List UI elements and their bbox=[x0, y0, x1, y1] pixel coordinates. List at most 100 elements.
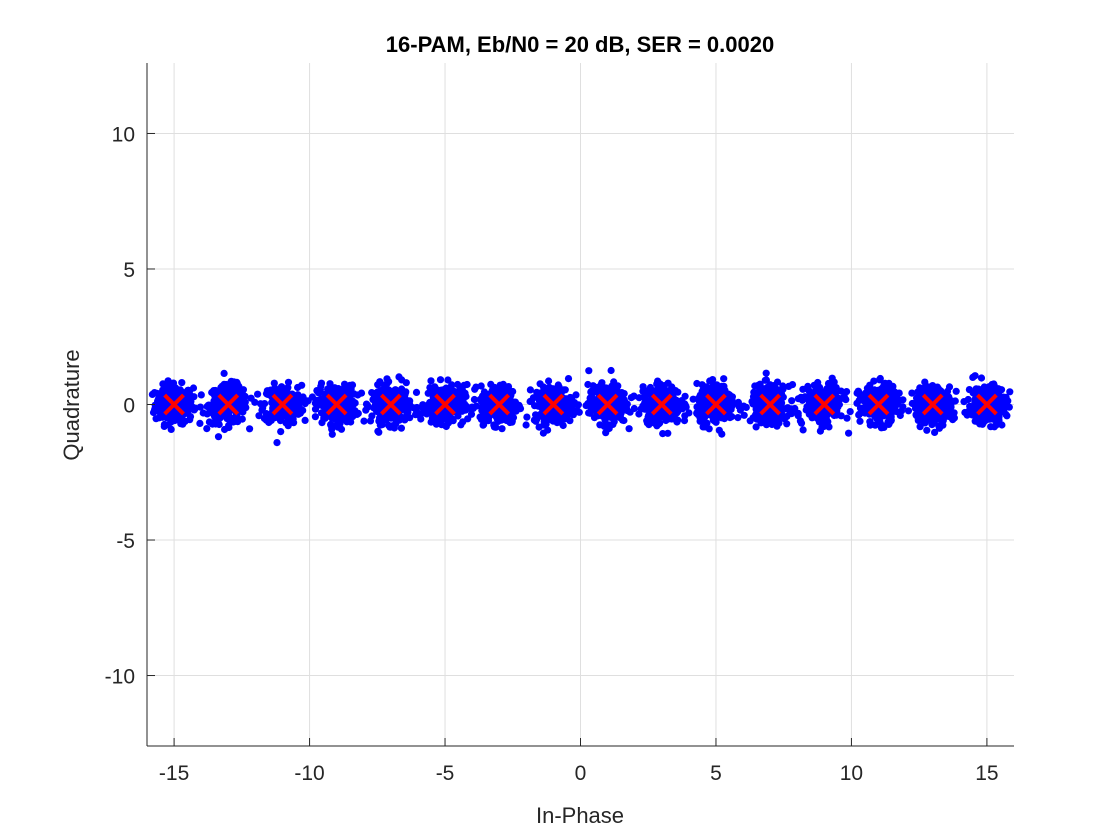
received-symbol-point bbox=[483, 416, 491, 424]
received-symbol-point bbox=[360, 417, 368, 425]
received-symbol-point bbox=[554, 381, 562, 389]
received-symbol-point bbox=[466, 404, 474, 412]
reference-point-marker bbox=[434, 393, 456, 416]
received-symbol-point bbox=[496, 384, 504, 392]
received-symbol-point bbox=[332, 386, 340, 394]
received-symbol-point bbox=[846, 408, 854, 416]
received-symbol-point bbox=[375, 428, 383, 436]
received-symbol-point bbox=[810, 413, 818, 421]
received-symbol-point bbox=[845, 429, 853, 437]
received-symbol-point bbox=[536, 380, 544, 388]
received-symbol-point bbox=[526, 386, 535, 394]
received-symbol-point bbox=[430, 388, 438, 396]
reference-point-marker bbox=[325, 393, 348, 416]
received-symbol-point bbox=[865, 399, 873, 407]
received-symbol-point bbox=[368, 412, 376, 420]
received-symbol-point bbox=[227, 385, 235, 393]
x-tick-label: 5 bbox=[710, 762, 722, 785]
received-symbol-point bbox=[166, 414, 174, 422]
received-symbol-point bbox=[397, 424, 405, 432]
received-symbol-point bbox=[693, 409, 701, 417]
received-symbol-point bbox=[554, 418, 562, 426]
received-symbol-point bbox=[505, 400, 513, 408]
reference-point-marker bbox=[380, 393, 402, 416]
y-tick-label: 5 bbox=[123, 259, 135, 282]
received-symbol-point bbox=[626, 408, 634, 416]
received-symbol-point bbox=[336, 420, 344, 428]
received-symbol-point bbox=[498, 425, 506, 433]
received-symbol-point bbox=[721, 386, 729, 394]
received-symbol-point bbox=[667, 415, 676, 423]
received-symbol-point bbox=[654, 377, 662, 385]
received-symbol-point bbox=[186, 398, 194, 406]
received-symbol-point bbox=[491, 383, 499, 392]
received-symbol-point bbox=[876, 374, 884, 383]
received-symbol-point bbox=[921, 378, 929, 386]
received-symbol-point bbox=[685, 409, 693, 417]
received-symbol-point bbox=[610, 418, 618, 426]
received-symbol-point bbox=[344, 387, 352, 395]
received-symbol-point bbox=[931, 428, 939, 436]
received-symbol-point bbox=[706, 377, 714, 385]
received-symbol-point bbox=[904, 407, 913, 415]
received-symbol-point bbox=[564, 375, 573, 383]
received-symbol-point bbox=[673, 418, 681, 426]
received-symbol-point bbox=[985, 383, 993, 391]
reference-point-marker bbox=[271, 393, 294, 416]
received-symbol-point bbox=[656, 419, 664, 427]
received-symbol-point bbox=[969, 373, 977, 381]
received-symbol-point bbox=[290, 419, 298, 427]
received-symbol-point bbox=[615, 403, 623, 412]
received-symbol-point bbox=[602, 429, 610, 437]
received-symbol-point bbox=[649, 402, 657, 410]
x-tick-label: -5 bbox=[436, 762, 455, 785]
received-symbol-point bbox=[964, 395, 972, 404]
received-symbol-point bbox=[727, 405, 735, 413]
received-symbol-point bbox=[923, 426, 931, 434]
received-symbol-point bbox=[585, 367, 593, 375]
received-symbol-point bbox=[948, 397, 956, 405]
received-symbol-point bbox=[757, 419, 765, 427]
reference-point-marker bbox=[976, 393, 998, 416]
received-symbol-point bbox=[301, 416, 309, 424]
received-symbol-point bbox=[726, 412, 734, 420]
received-symbol-point bbox=[863, 384, 872, 392]
received-symbol-point bbox=[945, 383, 954, 391]
received-symbol-point bbox=[464, 415, 472, 423]
received-symbol-point bbox=[196, 419, 204, 427]
received-symbol-point bbox=[450, 403, 458, 411]
received-symbol-point bbox=[197, 391, 205, 399]
received-symbol-point bbox=[480, 388, 488, 396]
received-symbol-point bbox=[282, 419, 290, 427]
received-symbol-point bbox=[820, 388, 828, 396]
received-symbol-point bbox=[547, 411, 555, 419]
received-symbol-point bbox=[693, 379, 701, 388]
received-symbol-point bbox=[824, 379, 833, 388]
x-tick-labels: -15 -10 -5 0 5 10 15 bbox=[159, 762, 999, 785]
y-tick-label: -5 bbox=[116, 530, 135, 553]
received-symbol-point bbox=[824, 418, 832, 426]
received-symbol-point bbox=[807, 401, 815, 409]
received-symbol-point bbox=[773, 422, 781, 430]
received-symbol-point bbox=[463, 380, 471, 389]
received-symbol-point bbox=[620, 395, 628, 403]
y-tick-labels: -10 -5 0 5 10 bbox=[105, 123, 135, 688]
received-symbol-point bbox=[773, 378, 782, 386]
reference-point-marker bbox=[759, 393, 781, 416]
received-symbol-point bbox=[885, 419, 893, 427]
received-symbol-point bbox=[235, 382, 243, 390]
received-symbol-point bbox=[267, 386, 275, 394]
received-symbol-point bbox=[173, 410, 181, 418]
received-symbol-point bbox=[316, 385, 324, 394]
received-symbol-point bbox=[783, 420, 791, 428]
received-symbol-point bbox=[833, 394, 841, 403]
x-axis-label: In-Phase bbox=[536, 803, 624, 828]
x-tick-label: 0 bbox=[575, 762, 587, 785]
received-symbol-point bbox=[394, 400, 403, 408]
received-symbol-point bbox=[596, 421, 604, 429]
received-symbol-point bbox=[913, 394, 921, 402]
received-symbol-point bbox=[664, 429, 672, 437]
received-symbol-point bbox=[214, 433, 223, 441]
received-symbol-point bbox=[453, 409, 461, 417]
received-symbol-point bbox=[225, 423, 233, 432]
